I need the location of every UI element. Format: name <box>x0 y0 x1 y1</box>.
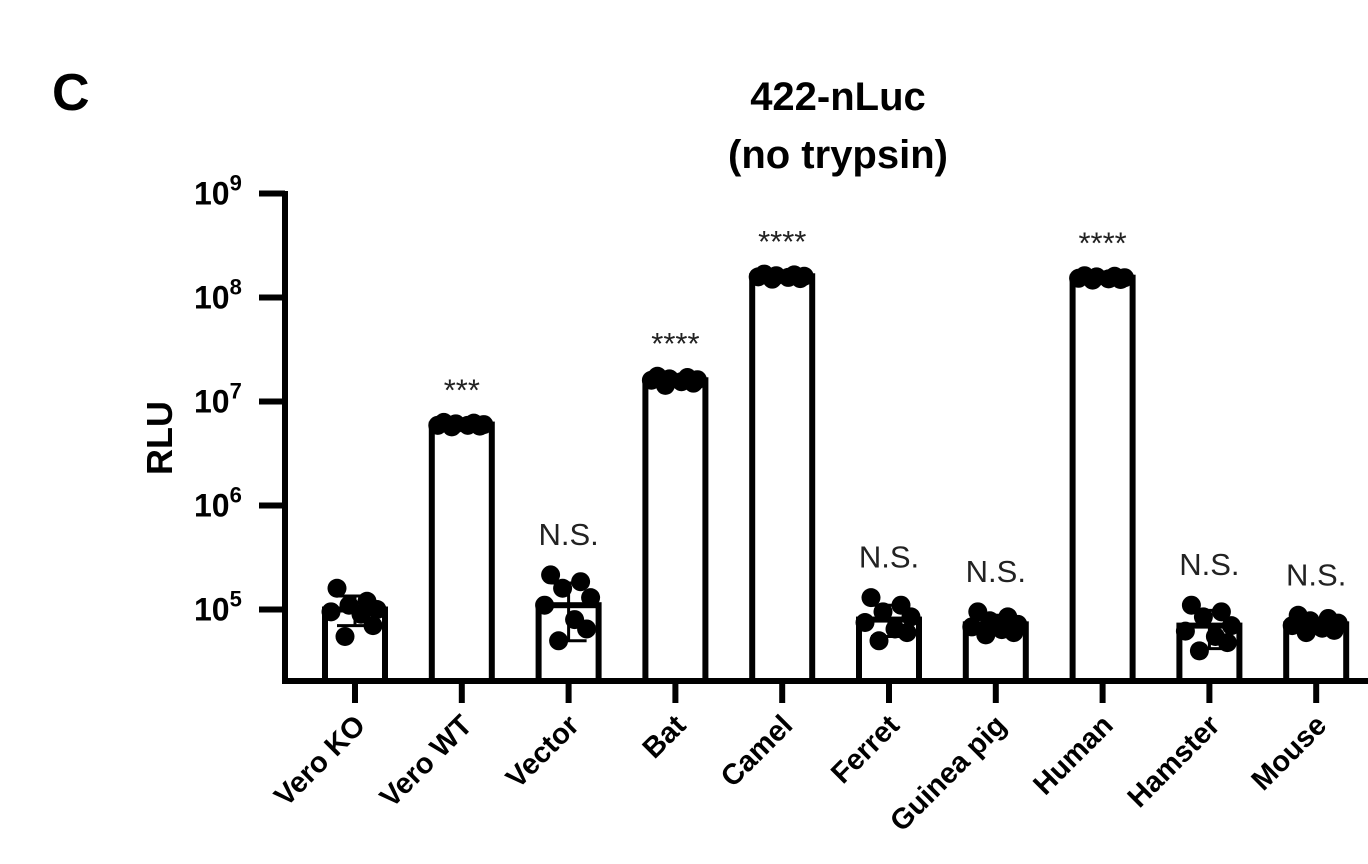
data-point <box>655 375 675 395</box>
significance-label: N.S. <box>538 517 598 552</box>
data-point <box>762 269 782 289</box>
data-point <box>1189 641 1209 661</box>
chart-title-line-2: (no trypsin) <box>728 133 948 177</box>
data-point <box>790 269 810 289</box>
bar-group: N.S. <box>962 554 1029 684</box>
y-axis-ticks: 105 106 107 108 109 <box>194 171 285 628</box>
x-tick-label: Guinea pig <box>884 709 1013 838</box>
bar-group: *** <box>428 372 495 684</box>
data-point <box>683 373 703 393</box>
data-point <box>1211 602 1231 622</box>
data-point <box>1193 607 1213 627</box>
x-tick-label: Human <box>1027 709 1119 801</box>
data-point <box>1004 623 1024 643</box>
y-tick-label: 106 <box>194 483 242 524</box>
data-point <box>327 578 347 598</box>
data-point <box>571 572 591 592</box>
bar-group: N.S. <box>1175 547 1243 684</box>
bar <box>1069 274 1136 684</box>
x-tick-label: Ferret <box>825 709 906 790</box>
data-point <box>367 600 387 619</box>
data-point <box>861 588 881 608</box>
bar-group: **** <box>641 326 709 684</box>
data-point <box>1296 623 1316 643</box>
x-tick-label: Vero WT <box>374 709 479 814</box>
significance-label: N.S. <box>966 554 1026 589</box>
significance-label: **** <box>758 224 806 259</box>
x-tick-label: Bat <box>637 709 693 765</box>
data-point <box>442 417 462 437</box>
significance-label: N.S. <box>859 540 919 575</box>
data-point <box>976 625 996 645</box>
data-point <box>363 616 383 636</box>
bar-group: **** <box>748 224 816 684</box>
data-point <box>855 612 875 632</box>
data-point <box>1175 621 1195 641</box>
x-tick-label: Vero KO <box>268 709 372 813</box>
data-point <box>869 631 889 651</box>
data-point <box>1217 633 1237 653</box>
bar <box>428 421 495 684</box>
x-tick-label: Mouse <box>1246 709 1334 797</box>
x-tick-label: Vector <box>500 709 585 794</box>
data-point <box>1069 268 1089 288</box>
significance-label: N.S. <box>1179 547 1239 582</box>
data-point <box>577 619 597 639</box>
data-point <box>897 623 917 643</box>
data-point <box>873 602 893 622</box>
bar <box>642 377 709 684</box>
data-point <box>541 565 561 585</box>
significance-label: **** <box>1078 225 1126 260</box>
significance-label: **** <box>651 326 699 361</box>
y-tick-label: 109 <box>194 171 242 212</box>
data-point <box>581 588 601 608</box>
data-point <box>321 602 341 622</box>
x-tick-label: Hamster <box>1122 709 1227 814</box>
data-point <box>1181 595 1201 615</box>
data-point <box>535 595 555 615</box>
data-point <box>351 604 371 624</box>
chart-title-line-1: 422-nLuc <box>750 75 926 119</box>
y-tick-label: 105 <box>194 587 242 628</box>
y-axis-label: RLU <box>139 401 180 475</box>
significance-label: N.S. <box>1286 557 1346 592</box>
data-point <box>470 416 490 436</box>
x-axis-ticks: Vero KO Vero WT Vector Bat Camel FerretGuinea… <box>268 681 1333 838</box>
bar <box>749 273 816 684</box>
y-tick-label: 107 <box>194 379 242 420</box>
bar-group <box>321 578 388 684</box>
data-point <box>748 267 768 287</box>
bar-group: N.S. <box>1282 557 1350 684</box>
y-tick-label: 108 <box>194 275 242 316</box>
panel-letter: C <box>52 64 90 122</box>
data-point <box>901 607 921 627</box>
data-point <box>1324 620 1344 640</box>
bar-group: N.S. <box>855 540 922 684</box>
data-point <box>428 415 448 435</box>
significance-label: *** <box>444 372 480 407</box>
data-point <box>549 631 569 651</box>
x-tick-label: Camel <box>715 709 799 793</box>
data-point <box>1111 269 1131 289</box>
data-point <box>335 627 355 647</box>
data-point <box>553 578 573 598</box>
data-point <box>962 617 982 637</box>
bar-group: **** <box>1069 225 1136 684</box>
data-point <box>1282 616 1302 636</box>
bars-group: *** N.S. **** **** N.S. N.S. **** N.S. N.S. <box>321 224 1350 685</box>
data-point <box>1083 270 1103 290</box>
data-point <box>1221 616 1241 636</box>
bar-group: N.S. <box>535 517 602 685</box>
